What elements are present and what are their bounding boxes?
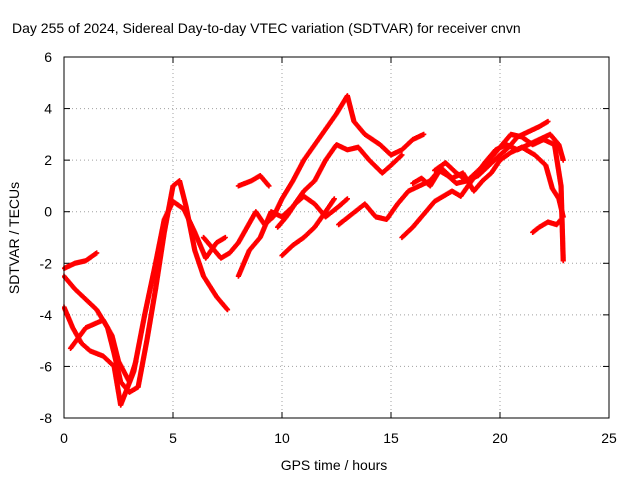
- x-tick-label: 15: [383, 430, 399, 446]
- grid: [64, 57, 609, 418]
- y-tick-labels: -8 -6 -4 -2 0 2 4 6: [40, 49, 53, 426]
- data-point: [224, 307, 231, 313]
- data-points: [62, 93, 566, 408]
- data-point: [421, 131, 427, 137]
- satellite-track-2: [62, 198, 228, 408]
- y-tick-label: -4: [40, 307, 53, 323]
- data-point: [560, 157, 566, 163]
- x-tick-label: 20: [492, 430, 508, 446]
- satellite-track-1: [62, 178, 231, 395]
- y-tick-label: 6: [44, 49, 52, 65]
- y-tick-label: -8: [40, 410, 53, 426]
- satellite-track-9: [279, 196, 337, 259]
- x-tick-label: 0: [60, 430, 68, 446]
- x-tick-label: 10: [274, 430, 290, 446]
- satellite-track-14: [530, 216, 564, 235]
- satellite-track-5: [200, 93, 427, 261]
- data-point: [545, 118, 551, 125]
- x-axis-label: GPS time / hours: [281, 457, 388, 473]
- y-tick-label: 0: [44, 204, 52, 220]
- satellite-track-4: [67, 317, 139, 385]
- satellite-track-3: [62, 250, 100, 272]
- x-tick-label: 5: [169, 430, 177, 446]
- y-tick-label: 4: [44, 101, 52, 117]
- data-point: [266, 183, 272, 189]
- x-tick-label: 25: [601, 430, 617, 446]
- y-axis-label: SDTVAR / TECUs: [6, 182, 22, 294]
- x-tick-labels: 0 5 10 15 20 25: [60, 430, 617, 446]
- data-point: [560, 258, 566, 264]
- data-point: [399, 152, 405, 158]
- satellite-track-13: [432, 131, 566, 264]
- y-tick-label: -6: [40, 358, 53, 374]
- y-tick-label: -2: [40, 255, 53, 271]
- chart-title: Day 255 of 2024, Sidereal Day-to-day VTE…: [12, 20, 521, 36]
- satellite-track-7: [235, 173, 272, 189]
- data-point: [344, 196, 350, 202]
- plot-frame: [63, 56, 610, 419]
- data-point: [222, 234, 228, 241]
- y-tick-label: 2: [44, 152, 52, 168]
- data-point: [558, 216, 564, 223]
- data-point: [133, 358, 139, 364]
- data-point: [331, 196, 337, 202]
- data-point: [94, 250, 100, 256]
